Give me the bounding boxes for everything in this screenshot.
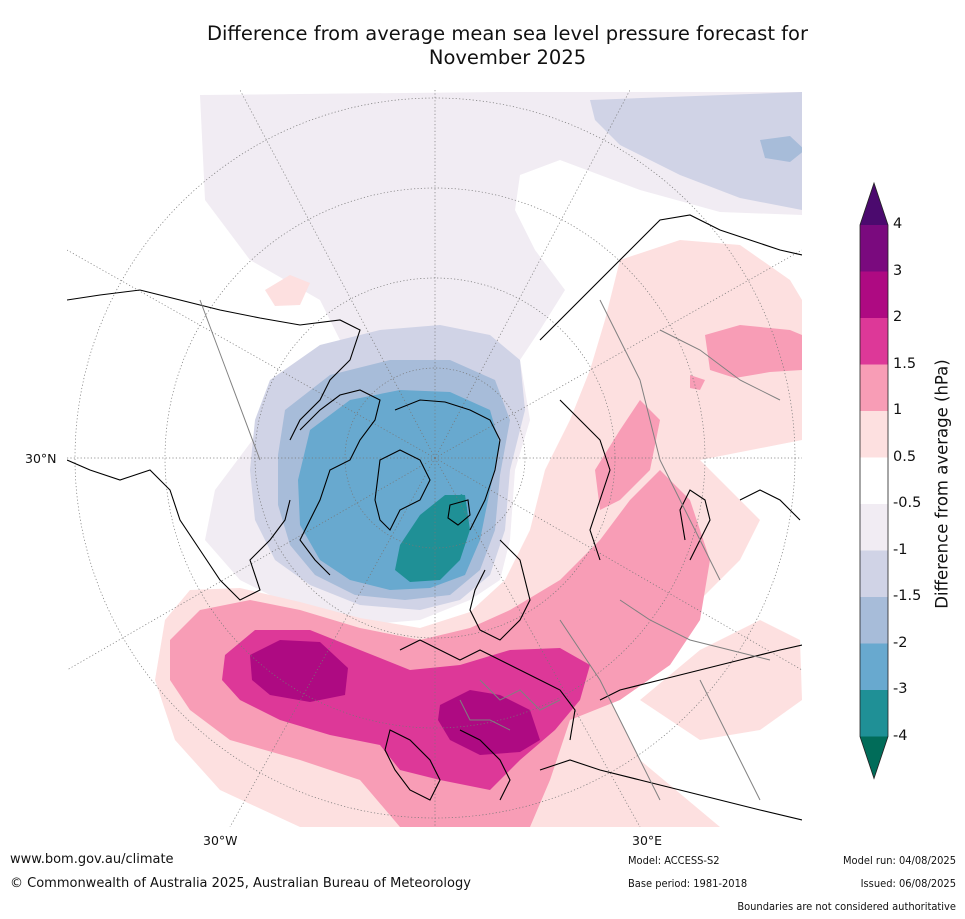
coastlines xyxy=(67,214,802,821)
colorbar xyxy=(859,181,889,780)
colorbar-tick-label: 1 xyxy=(893,402,903,418)
colorbar-tick-label: -3 xyxy=(893,681,908,697)
issued-date: Issued: 06/08/2025 xyxy=(860,877,956,890)
copyright-text: © Commonwealth of Australia 2025, Austra… xyxy=(10,876,471,891)
country-borders xyxy=(199,299,781,801)
colorbar-tick-label: -1 xyxy=(893,541,908,558)
colorbar-box xyxy=(860,225,888,272)
colorbar-box xyxy=(860,364,888,412)
website-link[interactable]: www.bom.gov.au/climate xyxy=(10,852,174,867)
graticule xyxy=(67,90,802,827)
colorbar-extend-min xyxy=(860,736,888,779)
colorbar-box xyxy=(860,318,888,365)
colorbar-box xyxy=(860,550,888,598)
colorbar-tick-label: 0.5 xyxy=(893,448,917,465)
colorbar-box xyxy=(860,457,888,505)
boundaries-disclaimer: Boundaries are not considered authoritat… xyxy=(737,900,956,913)
model-run-date: Model run: 04/08/2025 xyxy=(843,854,956,867)
colorbar-tick-label: 4 xyxy=(893,216,903,232)
colorbar-extend-max xyxy=(860,183,888,225)
colorbar-box xyxy=(860,597,888,644)
colorbar-tick-label: -1.5 xyxy=(893,588,922,604)
colorbar-box xyxy=(860,690,888,737)
colorbar-tick-label: -4 xyxy=(893,727,908,744)
region-minus-1 xyxy=(590,92,802,210)
region-plus-2 xyxy=(250,640,348,702)
title-line-2: November 2025 xyxy=(428,46,587,69)
colorbar-tick-label: 3 xyxy=(893,262,903,279)
region-minus-3 xyxy=(395,495,470,582)
region-plus-1 xyxy=(170,470,710,827)
model-name: Model: ACCESS-S2 xyxy=(628,854,720,867)
colorbar-box xyxy=(860,643,888,691)
colorbar-outline xyxy=(859,181,889,780)
colorbar-box xyxy=(860,504,888,551)
colorbar-box xyxy=(860,271,888,319)
colorbar-tick-label: 2 xyxy=(893,309,903,325)
colorbar-box xyxy=(860,411,888,458)
longitude-label-30e: 30°E xyxy=(632,833,663,848)
map-title: Difference from average mean sea level p… xyxy=(90,22,925,70)
colorbar-title: Difference from average (hPa) xyxy=(932,359,952,609)
base-period: Base period: 1981-2018 xyxy=(628,877,748,890)
colorbar-tick-label: -2 xyxy=(893,634,908,651)
latitude-label-30n: 30°N xyxy=(25,451,57,466)
colorbar-tick-label: -0.5 xyxy=(893,495,922,511)
colorbar-tick-label: 1.5 xyxy=(893,355,917,372)
title-line-1: Difference from average mean sea level p… xyxy=(207,22,808,45)
map-field xyxy=(67,90,802,827)
longitude-label-30w: 30°W xyxy=(203,833,238,848)
